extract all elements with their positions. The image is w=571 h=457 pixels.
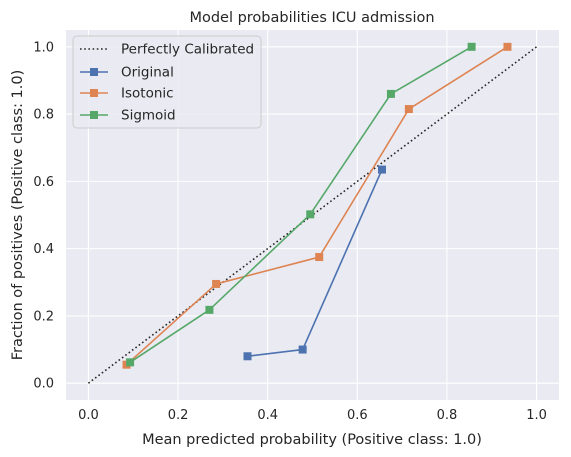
legend-label-original: Original — [121, 65, 174, 81]
legend-item-isotonic: Isotonic — [80, 86, 174, 102]
y-axis-label: Fraction of positives (Positive class: 1… — [10, 70, 26, 360]
legend-box — [72, 35, 262, 129]
x-axis-label: Mean predicted probability (Positive cla… — [142, 432, 482, 448]
y-tick-label: 0.0 — [33, 377, 54, 392]
x-tick-label: 0.6 — [347, 408, 368, 423]
legend-item-original: Original — [80, 65, 174, 81]
legend-label-isotonic: Isotonic — [121, 86, 174, 102]
y-tick-label: 0.6 — [33, 175, 54, 190]
x-tick-label: 0.0 — [78, 408, 99, 423]
legend-marker-isotonic — [90, 89, 98, 97]
data-point-sigmoid — [306, 210, 315, 219]
y-tick-label: 1.0 — [33, 40, 54, 55]
reference-line — [87, 46, 538, 384]
data-point-isotonic — [212, 279, 221, 288]
data-point-sigmoid — [467, 42, 476, 51]
y-tick-label: 0.4 — [33, 242, 54, 257]
x-tick-label: 0.4 — [257, 408, 278, 423]
series — [87, 42, 538, 384]
series-sigmoid — [126, 42, 476, 367]
data-point-original — [243, 352, 252, 361]
data-point-isotonic — [404, 105, 413, 114]
legend-item-reference: Perfectly Calibrated — [80, 42, 254, 58]
y-tick-labels: 0.0 0.2 0.4 0.6 0.8 1.0 — [33, 40, 54, 391]
data-point-sigmoid — [126, 358, 135, 367]
legend-item-sigmoid: Sigmoid — [80, 108, 176, 124]
legend-label-sigmoid: Sigmoid — [121, 108, 176, 124]
data-point-original — [298, 345, 307, 354]
chart-title: Model probabilities ICU admission — [189, 10, 434, 26]
x-tick-labels: 0.0 0.2 0.4 0.6 0.8 1.0 — [78, 408, 547, 423]
x-tick-label: 1.0 — [526, 408, 547, 423]
data-point-sigmoid — [205, 305, 214, 314]
x-tick-label: 0.8 — [437, 408, 458, 423]
legend-marker-sigmoid — [90, 111, 98, 119]
y-tick-label: 0.2 — [33, 309, 54, 324]
legend-label-reference: Perfectly Calibrated — [121, 42, 254, 58]
data-point-sigmoid — [386, 89, 395, 98]
data-point-isotonic — [503, 42, 512, 51]
legend: Perfectly Calibrated Original Isotonic S… — [72, 35, 262, 129]
legend-marker-original — [90, 68, 98, 76]
grid — [66, 30, 559, 400]
data-point-isotonic — [315, 253, 324, 262]
data-point-original — [377, 165, 386, 174]
series-original — [243, 165, 386, 361]
y-tick-label: 0.8 — [33, 108, 54, 123]
x-tick-label: 0.2 — [168, 408, 189, 423]
